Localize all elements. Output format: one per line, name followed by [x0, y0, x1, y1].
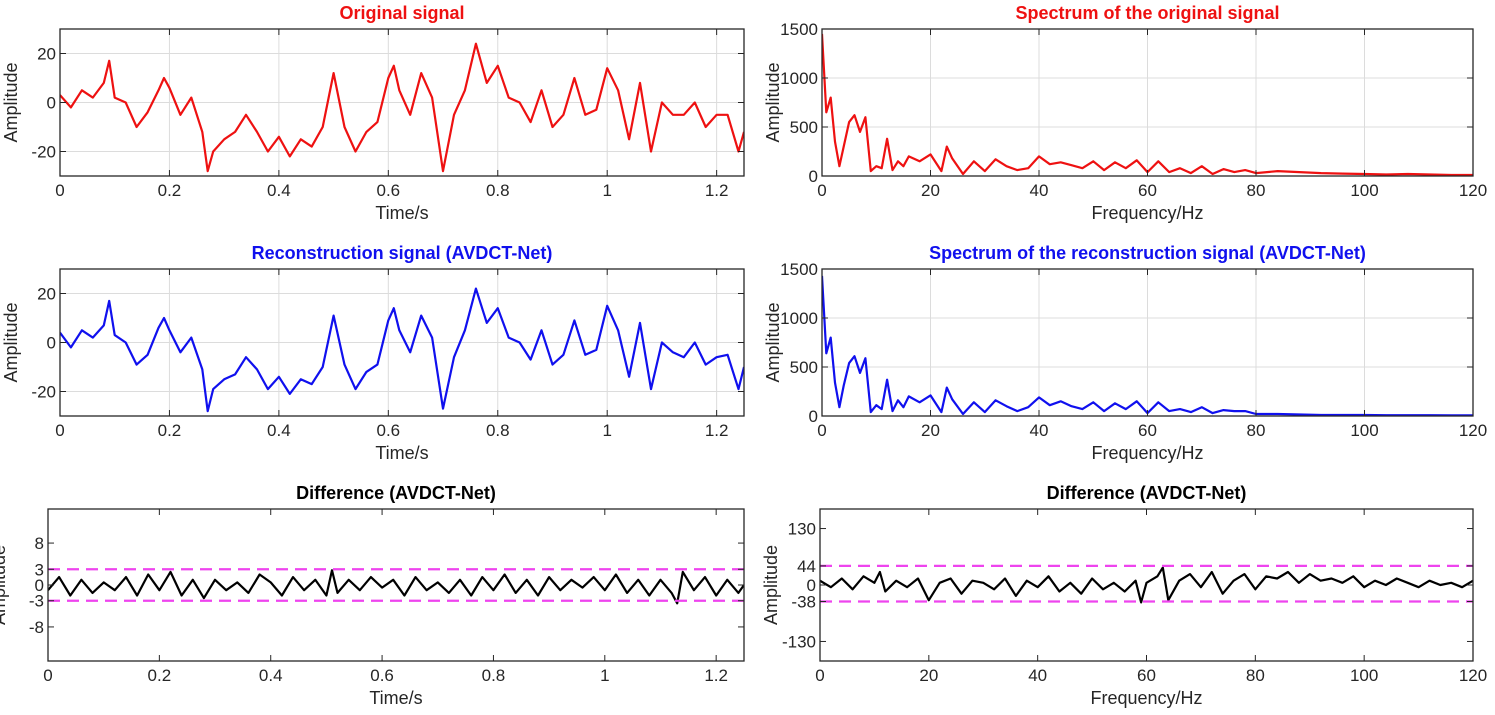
- y-axis-label: Amplitude: [763, 62, 783, 142]
- y-tick-label: 8: [35, 534, 44, 553]
- x-tick-label: 0.4: [267, 421, 291, 440]
- x-tick-label: 40: [1028, 666, 1047, 685]
- x-tick-label: 40: [1030, 181, 1049, 200]
- y-axis-label: Amplitude: [763, 302, 783, 382]
- x-tick-label: 1.2: [704, 666, 728, 685]
- x-axis-label: Frequency/Hz: [1091, 203, 1203, 223]
- y-tick-label: 20: [37, 45, 56, 64]
- chart-title: Spectrum of the original signal: [1015, 3, 1279, 23]
- y-tick-label: 500: [790, 358, 818, 377]
- x-tick-label: 120: [1459, 421, 1487, 440]
- x-tick-label: 0.2: [158, 421, 182, 440]
- y-tick-label: 0: [807, 576, 816, 595]
- x-axis-label: Time/s: [375, 203, 428, 223]
- y-tick-label: -20: [31, 143, 56, 162]
- x-tick-label: 0.8: [486, 421, 510, 440]
- chart-panel-1: 0 0.2 0.4 0.6 0.8 1 1.2 -20 0 20 Original signal Ti…: [1, 3, 745, 223]
- x-tick-label: 0.2: [148, 666, 172, 685]
- x-tick-label: 20: [921, 181, 940, 200]
- x-tick-label: 120: [1459, 666, 1487, 685]
- x-tick-label: 80: [1246, 666, 1265, 685]
- x-axis-label: Frequency/Hz: [1090, 688, 1202, 708]
- x-tick-label: 0.8: [486, 181, 510, 200]
- x-tick-label: 60: [1138, 421, 1157, 440]
- x-tick-label: 0: [55, 181, 64, 200]
- y-tick-label: 0: [47, 334, 56, 353]
- y-tick-label: -8: [29, 618, 44, 637]
- y-axis-label: Amplitude: [761, 545, 781, 625]
- series-line: [60, 287, 744, 413]
- chart-panel-4: 0 20 40 60 80 100 120 0 500 1000 1500 Spectrum of t…: [763, 243, 1487, 463]
- x-tick-label: 0.6: [376, 421, 400, 440]
- y-axis-label: Amplitude: [0, 545, 9, 625]
- x-tick-label: 0: [817, 181, 826, 200]
- x-tick-label: 40: [1030, 421, 1049, 440]
- series-line: [820, 566, 1473, 604]
- x-tick-label: 0.6: [376, 181, 400, 200]
- series-line: [60, 42, 744, 173]
- x-tick-label: 0: [55, 421, 64, 440]
- y-tick-label: 1500: [780, 20, 818, 39]
- x-tick-label: 60: [1138, 181, 1157, 200]
- x-tick-label: 1.2: [705, 181, 729, 200]
- y-tick-label: 500: [790, 118, 818, 137]
- x-tick-label: 80: [1247, 421, 1266, 440]
- y-tick-label: 130: [788, 520, 816, 539]
- x-tick-label: 0: [817, 421, 826, 440]
- x-tick-label: 0: [43, 666, 52, 685]
- x-tick-label: 0.8: [482, 666, 506, 685]
- y-tick-label: 0: [809, 407, 818, 426]
- y-tick-label: 0: [809, 167, 818, 186]
- x-tick-label: 100: [1350, 181, 1378, 200]
- x-tick-label: 0.6: [370, 666, 394, 685]
- x-tick-label: 1.2: [705, 421, 729, 440]
- y-tick-label: -38: [791, 593, 816, 612]
- x-tick-label: 100: [1350, 666, 1378, 685]
- x-tick-label: 0: [815, 666, 824, 685]
- x-tick-label: 1: [602, 421, 611, 440]
- y-tick-label: 1000: [780, 309, 818, 328]
- x-tick-label: 100: [1350, 421, 1378, 440]
- y-tick-label: -3: [29, 592, 44, 611]
- x-tick-label: 0.4: [267, 181, 291, 200]
- y-tick-label: -130: [782, 632, 816, 651]
- series-line: [48, 569, 744, 605]
- chart-title: Reconstruction signal (AVDCT-Net): [252, 243, 553, 263]
- y-tick-label: 0: [47, 94, 56, 113]
- x-tick-label: 80: [1247, 181, 1266, 200]
- x-axis-label: Time/s: [369, 688, 422, 708]
- y-axis-label: Amplitude: [1, 62, 21, 142]
- x-tick-label: 20: [921, 421, 940, 440]
- x-tick-label: 0.2: [158, 181, 182, 200]
- chart-panel-3: 0 0.2 0.4 0.6 0.8 1 1.2 -20 0 20 Reconstruction si…: [1, 243, 745, 463]
- y-tick-label: 44: [797, 557, 816, 576]
- chart-panel-2: 0 20 40 60 80 100 120 0 500 1000 1500 Spectrum of t…: [763, 3, 1487, 223]
- y-tick-label: 1000: [780, 69, 818, 88]
- y-tick-label: 20: [37, 285, 56, 304]
- x-tick-label: 1: [600, 666, 609, 685]
- x-axis-label: Frequency/Hz: [1091, 443, 1203, 463]
- x-tick-label: 60: [1137, 666, 1156, 685]
- y-tick-label: 0: [35, 576, 44, 595]
- x-tick-label: 0.4: [259, 666, 283, 685]
- y-tick-label: -20: [31, 383, 56, 402]
- x-tick-label: 120: [1459, 181, 1487, 200]
- y-tick-label: 1500: [780, 260, 818, 279]
- chart-title: Difference (AVDCT-Net): [296, 483, 496, 503]
- x-axis-label: Time/s: [375, 443, 428, 463]
- y-tick-label: 3: [35, 560, 44, 579]
- chart-title: Difference (AVDCT-Net): [1047, 483, 1247, 503]
- y-axis-label: Amplitude: [1, 302, 21, 382]
- chart-title: Spectrum of the reconstruction signal (A…: [929, 243, 1366, 263]
- x-tick-label: 1: [602, 181, 611, 200]
- x-tick-label: 20: [919, 666, 938, 685]
- chart-title: Original signal: [339, 3, 464, 23]
